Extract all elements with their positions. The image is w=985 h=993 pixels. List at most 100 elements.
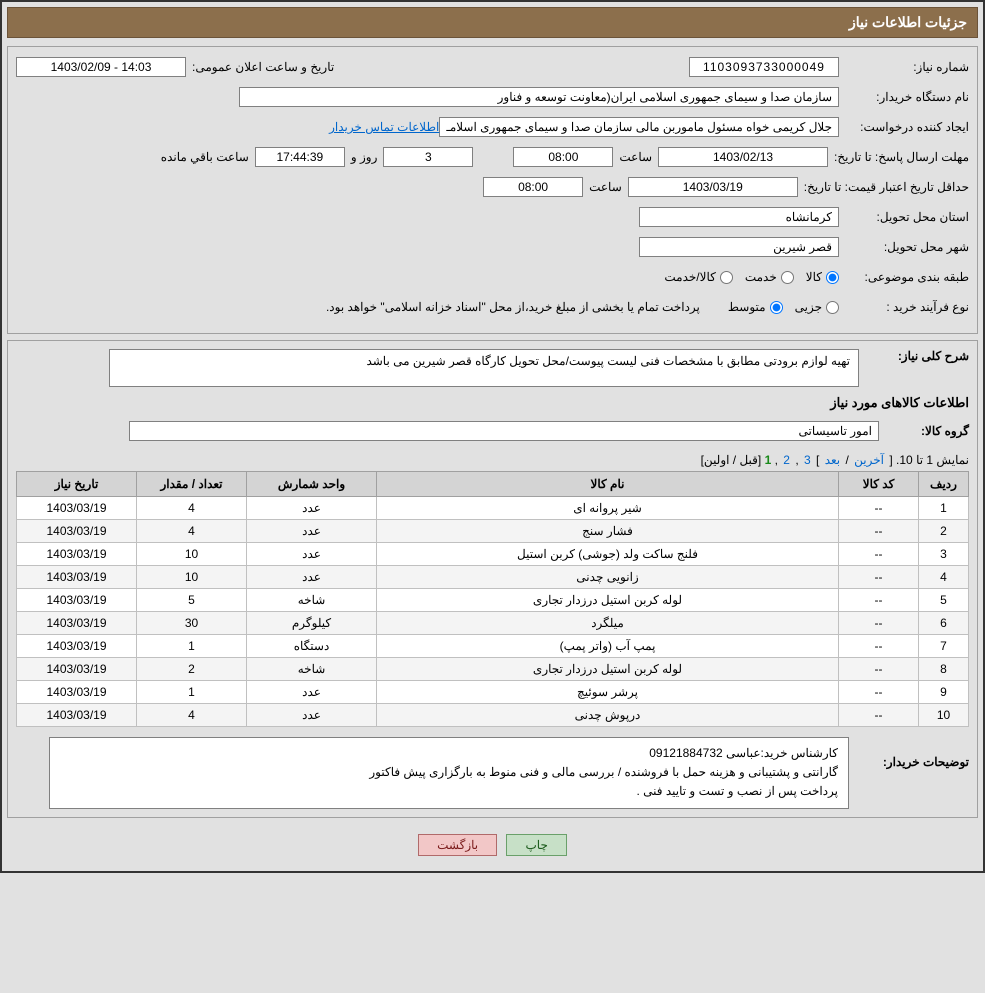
goods-group-label: گروه کالا:	[879, 424, 969, 438]
pagination-last[interactable]: آخرین	[852, 453, 886, 467]
table-cell: 3	[919, 543, 969, 566]
table-cell: 4	[137, 520, 247, 543]
table-cell: 4	[137, 497, 247, 520]
overview-text	[109, 349, 859, 387]
table-cell: عدد	[247, 520, 377, 543]
time-label-2: ساعت	[583, 180, 628, 194]
table-cell: 1	[137, 635, 247, 658]
table-row: 10--درپوش چدنیعدد41403/03/19	[17, 704, 969, 727]
buyer-org-value: سازمان صدا و سیمای جمهوری اسلامی ایران(م…	[239, 87, 839, 107]
radio-goods-service-label: کالا/خدمت	[664, 270, 715, 284]
table-cell: درپوش چدنی	[377, 704, 839, 727]
pagination-prev-first: [قبل / اولین]	[701, 453, 762, 467]
row-buyer-org: نام دستگاه خریدار: سازمان صدا و سیمای جم…	[16, 85, 969, 109]
table-cell: 1403/03/19	[17, 612, 137, 635]
price-validity-date: 1403/03/19	[628, 177, 798, 197]
table-row: 5--لوله کربن استیل درزدار تجاریشاخه51403…	[17, 589, 969, 612]
price-validity-time: 08:00	[483, 177, 583, 197]
table-cell: فشار سنج	[377, 520, 839, 543]
remaining-label: ساعت باقي مانده	[155, 150, 255, 164]
table-cell: 1403/03/19	[17, 658, 137, 681]
pagination-next[interactable]: بعد	[823, 453, 842, 467]
table-cell: 9	[919, 681, 969, 704]
table-cell: 1403/03/19	[17, 520, 137, 543]
time-label-1: ساعت	[613, 150, 658, 164]
request-creator-label: ایجاد کننده درخواست:	[839, 120, 969, 134]
table-cell: پرشر سوئیچ	[377, 681, 839, 704]
purchase-note: پرداخت تمام یا بخشی از مبلغ خرید،از محل …	[320, 300, 720, 314]
table-row: 2--فشار سنجعدد41403/03/19	[17, 520, 969, 543]
day-and-label: روز و	[345, 150, 384, 164]
delivery-city-value: قصر شیرین	[639, 237, 839, 257]
table-row: 1--شیر پروانه ایعدد41403/03/19	[17, 497, 969, 520]
delivery-province-label: استان محل تحویل:	[839, 210, 969, 224]
table-cell: 5	[919, 589, 969, 612]
row-buyer-notes: توضیحات خریدار: کارشناس خرید:عباسی 09121…	[16, 737, 969, 809]
row-response-deadline: مهلت ارسال پاسخ: تا تاریخ: 1403/02/13 سا…	[16, 145, 969, 169]
back-button[interactable]: بازگشت	[418, 834, 497, 856]
main-info-panel: شماره نیاز: 1103093733000049 تاریخ و ساع…	[7, 46, 978, 334]
page-wrapper: جزئیات اطلاعات نیاز شماره نیاز: 11030937…	[0, 0, 985, 873]
table-cell: شاخه	[247, 658, 377, 681]
table-cell: 1	[137, 681, 247, 704]
goods-info-title: اطلاعات کالاهای مورد نیاز	[16, 395, 969, 411]
table-cell: 1403/03/19	[17, 497, 137, 520]
buttons-row: چاپ بازگشت	[7, 824, 978, 866]
response-date-value: 1403/02/13	[658, 147, 828, 167]
table-cell: --	[839, 612, 919, 635]
subject-class-radios: کالا خدمت کالا/خدمت	[656, 270, 839, 284]
table-header-row: ردیف کد کالا نام کالا واحد شمارش تعداد /…	[17, 472, 969, 497]
table-cell: 1403/03/19	[17, 589, 137, 612]
table-cell: 30	[137, 612, 247, 635]
response-time-value: 08:00	[513, 147, 613, 167]
print-button[interactable]: چاپ	[506, 834, 566, 856]
table-row: 9--پرشر سوئیچعدد11403/03/19	[17, 681, 969, 704]
radio-goods-service[interactable]	[720, 271, 733, 284]
radio-partial[interactable]	[826, 301, 839, 314]
radio-partial-label: جزیی	[795, 300, 822, 314]
row-delivery-province: استان محل تحویل: کرمانشاه	[16, 205, 969, 229]
th-row: ردیف	[919, 472, 969, 497]
table-cell: کیلوگرم	[247, 612, 377, 635]
table-cell: 10	[137, 566, 247, 589]
table-cell: 1403/03/19	[17, 704, 137, 727]
page-title: جزئیات اطلاعات نیاز	[849, 14, 967, 30]
buyer-contact-link[interactable]: اطلاعات تماس خریدار	[329, 120, 439, 134]
response-deadline-label: مهلت ارسال پاسخ: تا تاریخ:	[828, 150, 969, 164]
table-cell: --	[839, 658, 919, 681]
buyer-notes-line3: پرداخت پس از نصب و تست و تایید فنی .	[60, 782, 838, 801]
announce-datetime-value: 14:03 - 1403/02/09	[16, 57, 186, 77]
radio-goods[interactable]	[826, 271, 839, 284]
pagination-page-2[interactable]: 2	[781, 453, 792, 467]
delivery-province-value: کرمانشاه	[639, 207, 839, 227]
th-code: کد کالا	[839, 472, 919, 497]
radio-service[interactable]	[781, 271, 794, 284]
need-number-label: شماره نیاز:	[839, 60, 969, 74]
table-row: 8--لوله کربن استیل درزدار تجاریشاخه21403…	[17, 658, 969, 681]
table-row: 4--زانویی چدنیعدد101403/03/19	[17, 566, 969, 589]
buyer-notes-label: توضیحات خریدار:	[849, 737, 969, 769]
row-goods-group: گروه کالا: امور تاسیساتی	[16, 419, 969, 443]
buyer-org-label: نام دستگاه خریدار:	[839, 90, 969, 104]
row-price-validity: حداقل تاریخ اعتبار قیمت: تا تاریخ: 1403/…	[16, 175, 969, 199]
table-cell: 2	[919, 520, 969, 543]
th-date: تاریخ نیاز	[17, 472, 137, 497]
purchase-type-radios: جزیی متوسط	[720, 300, 839, 314]
radio-service-label: خدمت	[745, 270, 777, 284]
pagination: نمایش 1 تا 10. [ آخرین / بعد ] 3 , 2 , 1…	[16, 449, 969, 471]
table-cell: 1403/03/19	[17, 681, 137, 704]
announce-datetime-label: تاریخ و ساعت اعلان عمومی:	[186, 60, 340, 74]
table-cell: 10	[919, 704, 969, 727]
radio-medium[interactable]	[770, 301, 783, 314]
pagination-page-3[interactable]: 3	[802, 453, 813, 467]
table-cell: فلنج ساکت ولد (جوشی) کربن استیل	[377, 543, 839, 566]
row-need-number: شماره نیاز: 1103093733000049 تاریخ و ساع…	[16, 55, 969, 79]
th-unit: واحد شمارش	[247, 472, 377, 497]
goods-group-value: امور تاسیساتی	[129, 421, 879, 441]
goods-table: ردیف کد کالا نام کالا واحد شمارش تعداد /…	[16, 471, 969, 727]
table-cell: 1403/03/19	[17, 566, 137, 589]
table-row: 3--فلنج ساکت ولد (جوشی) کربن استیلعدد101…	[17, 543, 969, 566]
table-cell: --	[839, 589, 919, 612]
table-cell: لوله کربن استیل درزدار تجاری	[377, 589, 839, 612]
row-subject-class: طبقه بندی موضوعی: کالا خدمت کالا/خدمت	[16, 265, 969, 289]
